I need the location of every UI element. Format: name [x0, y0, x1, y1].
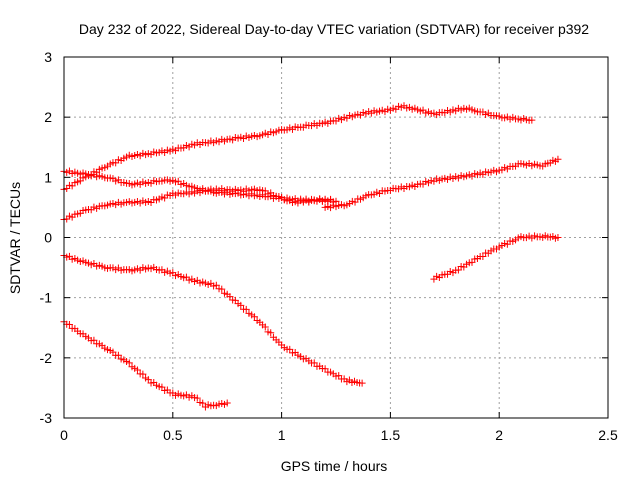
data-point	[250, 313, 258, 321]
data-point	[65, 320, 73, 328]
data-point	[133, 366, 141, 374]
data-point	[90, 336, 98, 344]
data-point	[554, 234, 562, 241]
data-point	[358, 379, 366, 387]
data-point	[218, 285, 226, 293]
y-tick-label: 2	[44, 109, 52, 125]
data-point	[199, 399, 207, 407]
axis-ticks: 0 0.5 1 1.5 2 2.5 -3 -2 -1 0 1 2 3	[40, 49, 618, 443]
data-point	[528, 116, 536, 124]
data-point	[479, 253, 487, 261]
x-tick-label: 1	[278, 427, 286, 443]
plot-frame	[63, 56, 609, 419]
series-track-3	[60, 185, 340, 223]
data-point	[267, 329, 275, 337]
y-tick-label: -2	[40, 350, 53, 366]
y-tick-label: -3	[40, 410, 53, 426]
y-axis-label: SDTVAR / TECUs	[7, 182, 23, 294]
x-tick-label: 1.5	[381, 427, 401, 443]
series-track-4	[321, 155, 562, 212]
data-point	[237, 301, 245, 309]
data-point	[114, 351, 122, 359]
data-point	[139, 370, 147, 378]
data-point	[261, 323, 269, 331]
y-tick-label: -1	[40, 290, 53, 306]
data-point	[310, 359, 318, 367]
data-point	[554, 155, 562, 163]
x-axis-label: GPS time / hours	[281, 458, 388, 474]
x-tick-label: 2.5	[598, 427, 618, 443]
x-tick-label: 0	[60, 427, 68, 443]
y-tick-label: 3	[44, 49, 52, 65]
data-point	[193, 394, 201, 402]
y-tick-label: 0	[44, 230, 52, 246]
data-point	[242, 305, 250, 313]
chart-title: Day 232 of 2022, Sidereal Day-to-day VTE…	[79, 21, 589, 37]
series-track-6	[60, 318, 231, 411]
series-track-1	[60, 102, 536, 193]
x-tick-label: 2	[495, 427, 503, 443]
series-track-5	[60, 252, 366, 387]
series-layer	[60, 102, 562, 411]
y-tick-label: 1	[44, 169, 52, 185]
series-track-7	[430, 232, 562, 283]
x-tick-label: 0.5	[163, 427, 183, 443]
data-point	[125, 359, 133, 367]
data-point	[223, 399, 231, 407]
